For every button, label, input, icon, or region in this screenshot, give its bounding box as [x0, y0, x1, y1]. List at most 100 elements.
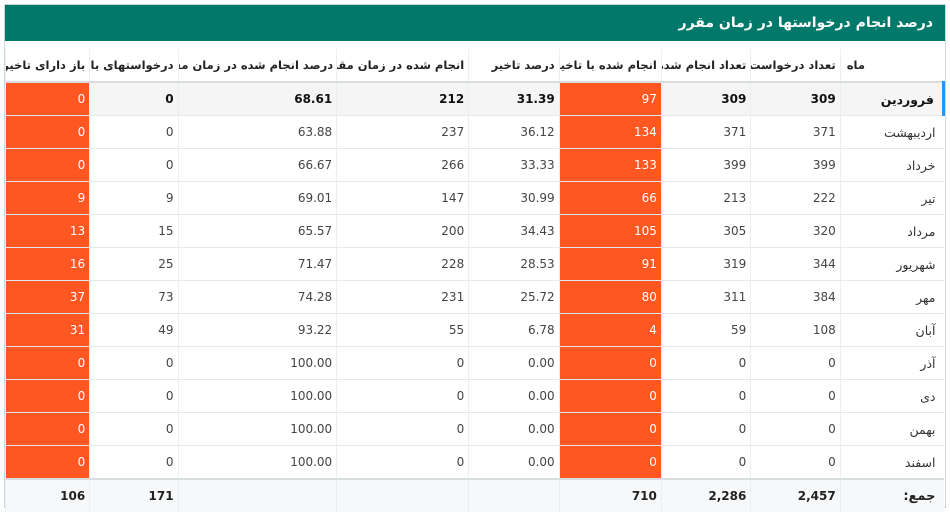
- header-row: ماه تعداد درخواست تعداد انجام شده انجام …: [4, 49, 944, 83]
- month-cell: اسفند: [839, 445, 944, 480]
- late-pct-cell: 0.00: [468, 379, 560, 413]
- table-row[interactable]: مهر 384 311 80 25.72 231 74.28 73 37: [4, 280, 944, 314]
- month-cell: شهریور: [839, 247, 944, 281]
- late-cell: 97: [558, 82, 662, 116]
- open-late-cell: 0: [4, 346, 90, 380]
- late-pct-cell: 28.53: [468, 247, 560, 281]
- column-header-on-time-pct[interactable]: درصد انجام شده در زمان مقرر: [177, 49, 337, 83]
- month-cell: اردیبهشت: [839, 115, 944, 149]
- late-cell: 80: [558, 280, 662, 314]
- requests-cell: 222: [750, 181, 841, 215]
- done-cell: 0: [660, 445, 751, 480]
- on-time-cell: 0: [336, 346, 469, 380]
- on-time-cell: 55: [336, 313, 469, 347]
- open-cell: 15: [89, 214, 179, 248]
- column-header-late-pct[interactable]: درصد تاخیر: [468, 49, 560, 83]
- open-cell: 25: [89, 247, 179, 281]
- late-cell: 0: [558, 445, 662, 480]
- requests-cell: 108: [750, 313, 841, 347]
- done-cell: 0: [660, 412, 751, 446]
- report-title: درصد انجام درخواستها در زمان مقرر: [5, 5, 945, 41]
- on-time-pct-cell: 100.00: [177, 412, 337, 446]
- open-cell: 73: [89, 280, 179, 314]
- open-late-cell: 31: [4, 313, 90, 347]
- open-cell: 0: [89, 82, 179, 116]
- column-header-done[interactable]: تعداد انجام شده: [660, 49, 751, 83]
- late-pct-cell: 25.72: [468, 280, 560, 314]
- table-row[interactable]: خرداد 399 399 133 33.33 266 66.67 0 0: [4, 148, 944, 182]
- table-body: فروردین 309 309 97 31.39 212 68.61 0 0 اردیبهشت 37…: [4, 82, 946, 512]
- late-pct-cell: 33.33: [468, 148, 560, 182]
- column-header-month[interactable]: ماه: [839, 49, 944, 83]
- column-header-open[interactable]: درخواستهای باز: [89, 49, 179, 83]
- open-cell: 0: [89, 115, 179, 149]
- report-panel: درصد انجام درخواستها در زمان مقرر ماه تع…: [4, 4, 946, 512]
- on-time-pct-cell: 100.00: [177, 445, 337, 480]
- on-time-pct-cell: 65.57: [177, 214, 337, 248]
- open-cell: 0: [89, 379, 179, 413]
- late-cell: 91: [558, 247, 662, 281]
- month-cell: مرداد: [839, 214, 944, 248]
- totals-row: جمع: 2,457 2,286 710 171 106: [4, 478, 944, 512]
- late-cell: 0: [558, 379, 662, 413]
- total-late-cell: 710: [558, 478, 662, 512]
- done-cell: 213: [660, 181, 751, 215]
- table-row[interactable]: مرداد 320 305 105 34.43 200 65.57 15 13: [4, 214, 944, 248]
- open-cell: 0: [89, 412, 179, 446]
- done-cell: 305: [660, 214, 751, 248]
- done-cell: 0: [660, 379, 751, 413]
- table-row[interactable]: آبان 108 59 4 6.78 55 93.22 49 31: [4, 313, 944, 347]
- on-time-pct-cell: 66.67: [177, 148, 337, 182]
- late-pct-cell: 0.00: [468, 346, 560, 380]
- requests-cell: 309: [750, 82, 841, 116]
- total-open-late-cell: 106: [4, 478, 90, 512]
- month-cell: خرداد: [839, 148, 944, 182]
- on-time-pct-cell: 100.00: [177, 379, 337, 413]
- totals-label: جمع:: [839, 478, 944, 512]
- table-row[interactable]: تیر 222 213 66 30.99 147 69.01 9 9: [4, 181, 944, 215]
- late-cell: 105: [558, 214, 662, 248]
- on-time-cell: 147: [336, 181, 469, 215]
- table-row[interactable]: آذر 0 0 0 0.00 0 100.00 0 0: [4, 346, 944, 380]
- on-time-cell: 212: [336, 82, 469, 116]
- open-late-cell: 0: [4, 379, 90, 413]
- requests-cell: 320: [750, 214, 841, 248]
- table-row[interactable]: بهمن 0 0 0 0.00 0 100.00 0 0: [4, 412, 944, 446]
- table-row[interactable]: اردیبهشت 371 371 134 36.12 237 63.88 0 0: [4, 115, 944, 149]
- on-time-pct-cell: 68.61: [177, 82, 337, 116]
- done-cell: 0: [660, 346, 751, 380]
- month-cell: بهمن: [839, 412, 944, 446]
- late-pct-cell: 34.43: [468, 214, 560, 248]
- done-cell: 399: [660, 148, 751, 182]
- open-late-cell: 9: [4, 181, 90, 215]
- open-late-cell: 0: [4, 148, 90, 182]
- on-time-pct-cell: 63.88: [177, 115, 337, 149]
- open-late-cell: 16: [4, 247, 90, 281]
- on-time-pct-cell: 69.01: [177, 181, 337, 215]
- table-row[interactable]: دی 0 0 0 0.00 0 100.00 0 0: [4, 379, 944, 413]
- column-header-requests[interactable]: تعداد درخواست: [750, 49, 841, 83]
- open-late-cell: 0: [4, 82, 90, 116]
- requests-cell: 0: [750, 379, 841, 413]
- requests-cell: 371: [750, 115, 841, 149]
- table-row[interactable]: فروردین 309 309 97 31.39 212 68.61 0 0: [4, 82, 946, 116]
- table-row[interactable]: اسفند 0 0 0 0.00 0 100.00 0 0: [4, 445, 944, 480]
- month-cell: فروردین: [839, 82, 946, 116]
- report-table: ماه تعداد درخواست تعداد انجام شده انجام …: [4, 49, 946, 512]
- column-header-on-time[interactable]: انجام شده در زمان مقرر: [336, 49, 469, 83]
- on-time-cell: 237: [336, 115, 469, 149]
- on-time-cell: 0: [336, 445, 469, 480]
- month-cell: آذر: [839, 346, 944, 380]
- open-late-cell: 37: [4, 280, 90, 314]
- open-cell: 0: [89, 148, 179, 182]
- total-late-pct-cell: [468, 478, 560, 512]
- column-header-open-late[interactable]: باز دارای تاخیر: [4, 49, 90, 83]
- late-pct-cell: 0.00: [468, 412, 560, 446]
- late-cell: 0: [558, 412, 662, 446]
- on-time-pct-cell: 93.22: [177, 313, 337, 347]
- column-header-late[interactable]: انجام شده با تاخیر: [558, 49, 662, 83]
- open-late-cell: 0: [4, 115, 90, 149]
- open-cell: 9: [89, 181, 179, 215]
- table-row[interactable]: شهریور 344 319 91 28.53 228 71.47 25 16: [4, 247, 944, 281]
- month-cell: دی: [839, 379, 944, 413]
